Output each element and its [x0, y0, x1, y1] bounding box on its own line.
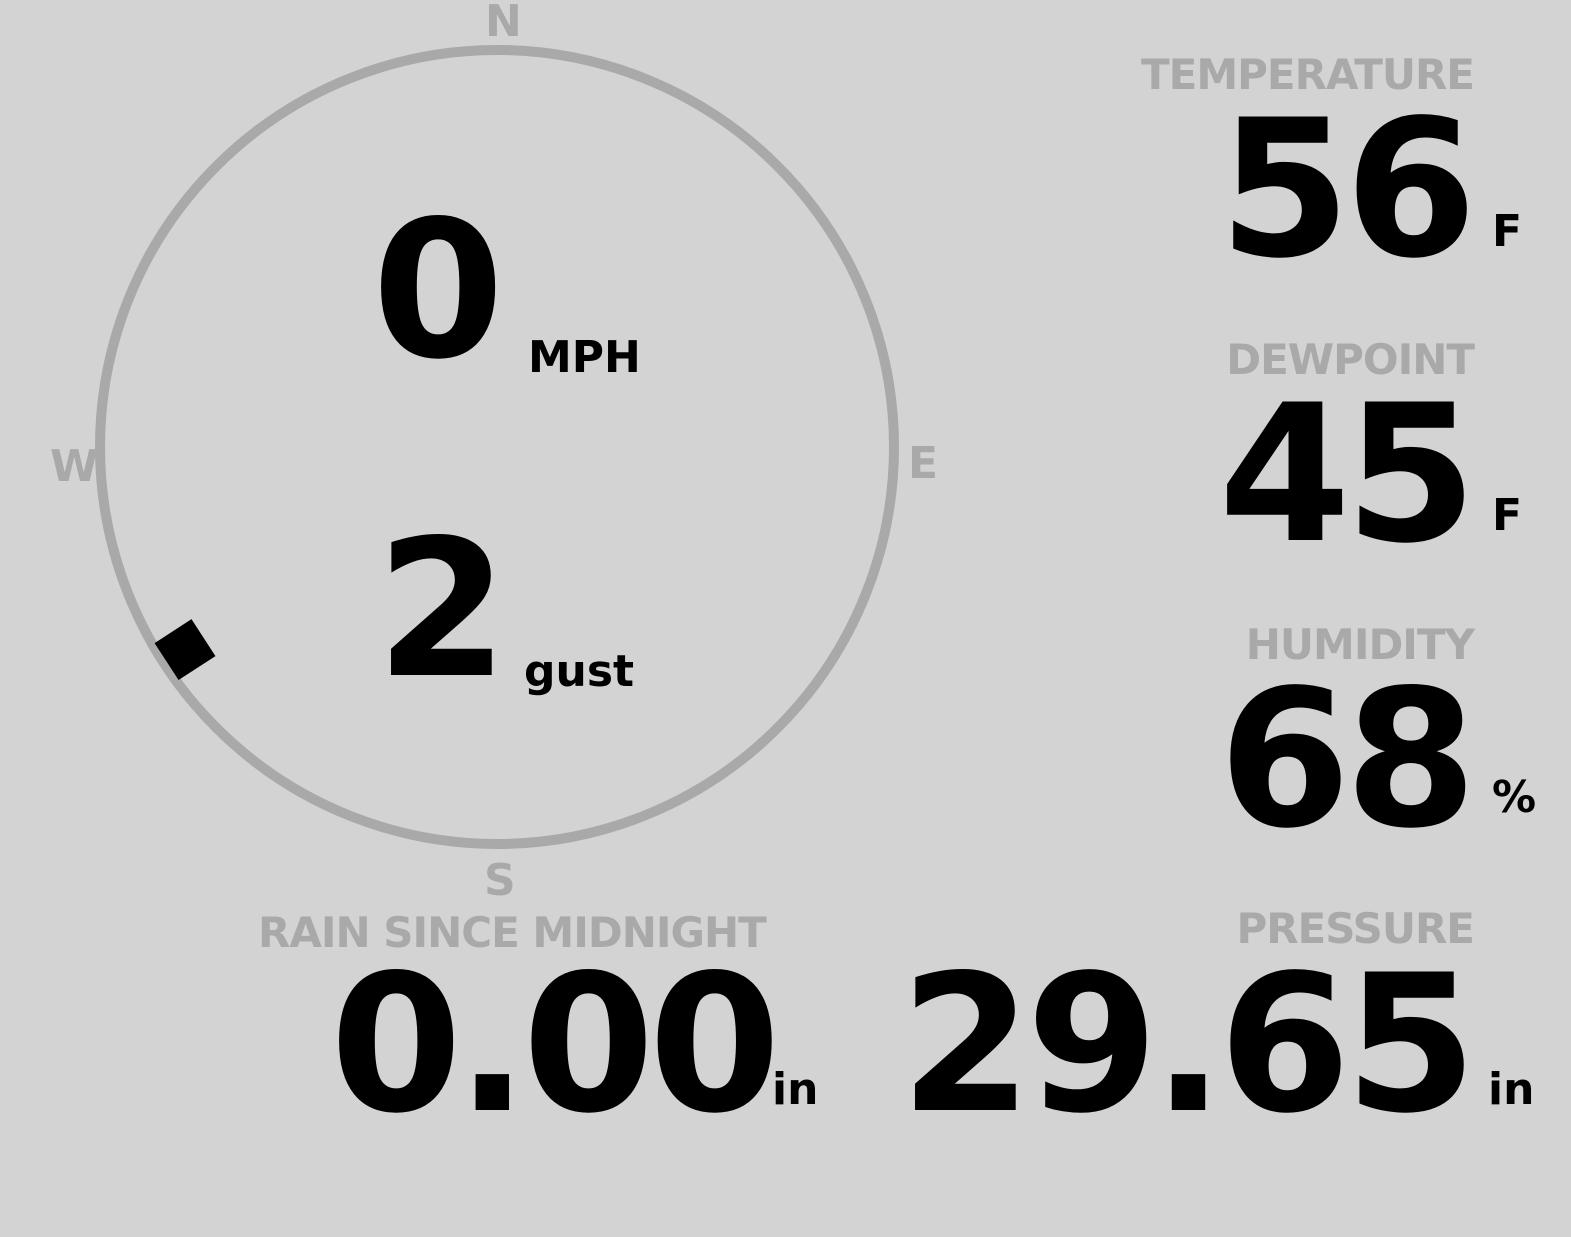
rain-unit: in [772, 1064, 819, 1115]
compass-south: S [484, 855, 516, 906]
humidity-value: 68 [1218, 649, 1477, 870]
rain-value: 0.00 [330, 934, 781, 1155]
humidity-unit: % [1492, 772, 1537, 823]
pressure-label: PRESSURE [1236, 904, 1475, 953]
wind-direction-marker [154, 619, 216, 681]
rain-label: RAIN SINCE MIDNIGHT [258, 908, 767, 957]
wind-gust-label: gust [524, 646, 635, 697]
compass-north: N [485, 0, 522, 47]
pressure-value: 29.65 [900, 934, 1477, 1155]
dewpoint-unit: F [1492, 490, 1523, 541]
compass-west: W [50, 441, 99, 492]
pressure-unit: in [1488, 1064, 1535, 1115]
humidity-label: HUMIDITY [1245, 620, 1475, 669]
temperature-value: 56 [1218, 79, 1477, 300]
compass-east: E [908, 438, 939, 489]
compass-ring [95, 45, 899, 849]
dewpoint-value: 45 [1218, 364, 1477, 585]
wind-speed-unit: MPH [528, 332, 641, 383]
wind-gust-value: 2 [376, 499, 508, 720]
temperature-unit: F [1492, 206, 1523, 257]
dewpoint-label: DEWPOINT [1226, 335, 1475, 384]
temperature-label: TEMPERATURE [1141, 50, 1475, 99]
wind-speed-value: 0 [372, 180, 504, 401]
